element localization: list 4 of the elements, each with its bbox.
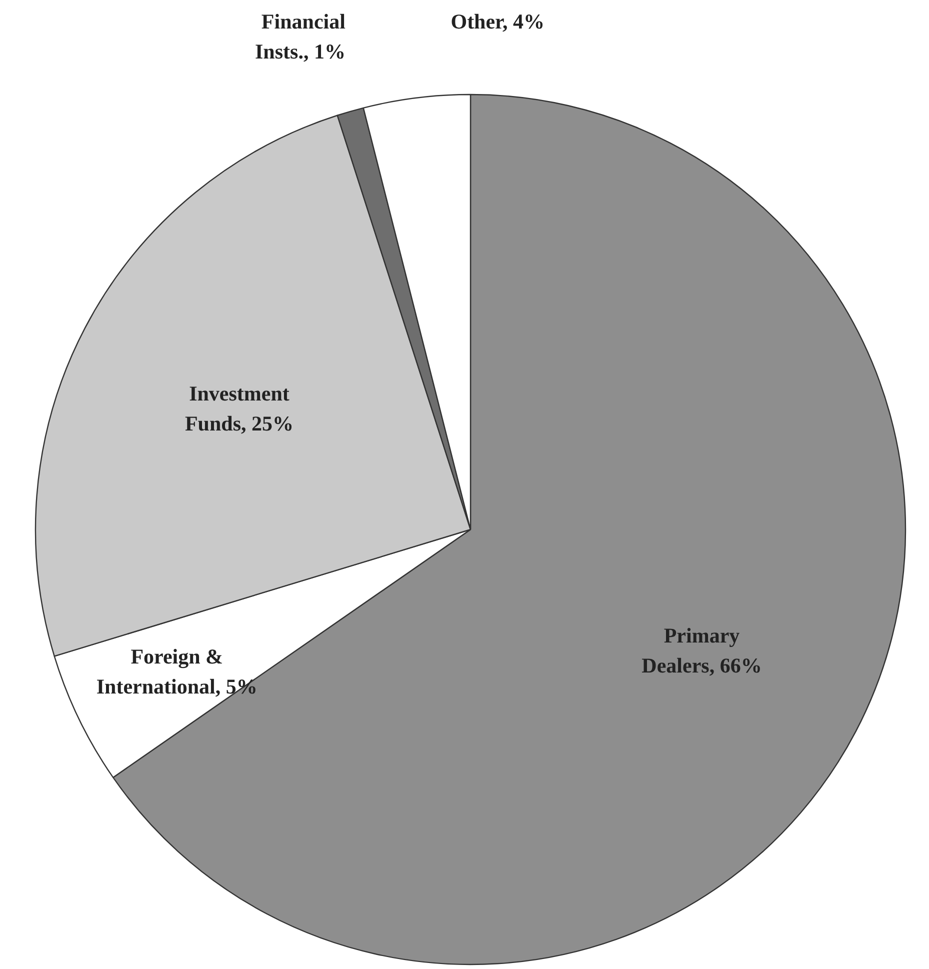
- slice-label: Investment Funds, 25%: [184, 381, 294, 436]
- slice-label: Other, 4%: [450, 10, 544, 34]
- slice-label: Financial Insts., 1%: [255, 10, 346, 64]
- slice-label: Primary Dealers, 66%: [642, 624, 762, 678]
